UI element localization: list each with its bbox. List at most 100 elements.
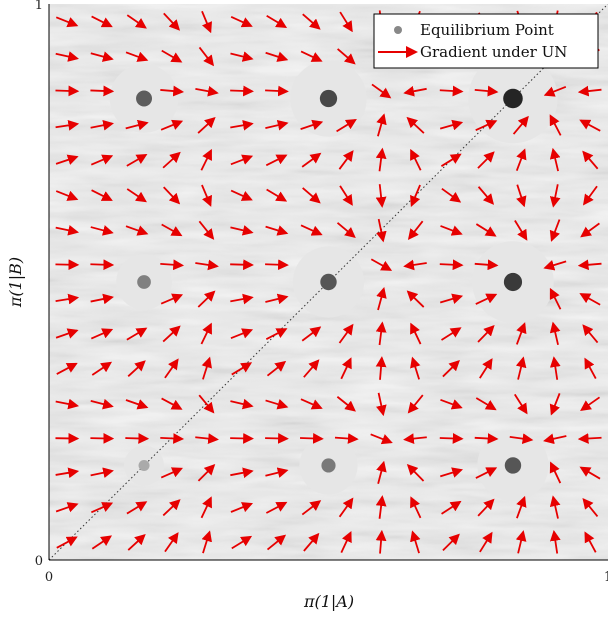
gradient-arrow — [439, 259, 464, 271]
gradient-arrow — [125, 433, 150, 444]
gradient-arrow — [582, 497, 599, 517]
gradient-arrow — [90, 293, 114, 305]
gradient-arrow — [265, 328, 288, 340]
gradient-arrow — [164, 532, 179, 553]
gradient-arrow — [126, 188, 147, 203]
gradient-arrow — [265, 501, 288, 514]
gradient-arrow — [584, 357, 597, 379]
gradient-arrow — [582, 185, 598, 206]
gradient-arrow — [475, 119, 498, 132]
gradient-arrow — [474, 433, 499, 444]
gradient-arrow — [230, 119, 254, 131]
gradient-arrow — [549, 184, 561, 208]
gradient-arrow — [55, 328, 79, 339]
y-tick-label-0: 0 — [35, 554, 43, 569]
gradient-arrow — [195, 85, 219, 97]
legend: Equilibrium Point Gradient under UN — [373, 13, 599, 69]
gradient-arrow — [126, 153, 148, 167]
gradient-arrow — [230, 189, 253, 201]
gradient-arrow — [300, 398, 323, 410]
gradient-arrow — [375, 495, 387, 519]
gradient-arrow — [160, 467, 183, 479]
gradient-arrow — [265, 399, 289, 410]
gradient-arrow — [580, 222, 600, 238]
gradient-arrow — [163, 12, 181, 31]
equilibrium-point — [503, 88, 523, 109]
gradient-arrow — [441, 500, 462, 515]
gradient-arrow — [126, 501, 148, 515]
gradient-arrow — [410, 530, 421, 554]
gradient-arrow — [410, 496, 422, 519]
gradient-arrow — [90, 259, 115, 271]
legend-equilibrium-marker — [394, 26, 402, 34]
gradient-arrow — [195, 433, 219, 444]
gradient-arrow — [55, 398, 80, 410]
gradient-arrow — [90, 154, 114, 166]
gradient-arrow — [403, 259, 427, 271]
gradient-arrow — [477, 151, 495, 169]
gradient-arrow — [375, 356, 387, 380]
gradient-arrow — [375, 184, 387, 208]
gradient-arrow — [375, 321, 387, 346]
gradient-arrow — [230, 85, 254, 97]
gradient-arrow — [516, 184, 527, 208]
gradient-arrow — [440, 153, 462, 167]
gradient-arrow — [406, 116, 425, 134]
gradient-arrow — [163, 186, 181, 205]
gradient-arrow — [543, 85, 567, 97]
gradient-arrow — [300, 224, 323, 236]
gradient-arrow — [301, 500, 322, 516]
gradient-arrow — [161, 223, 183, 237]
gradient-arrow — [549, 287, 562, 310]
gradient-arrow — [512, 115, 529, 135]
gradient-arrow — [406, 290, 425, 308]
gradient-arrow — [90, 85, 115, 97]
gradient-arrow — [91, 361, 113, 376]
gradient-arrow — [410, 184, 421, 207]
gradient-arrow — [230, 502, 254, 513]
gradient-arrow — [160, 119, 184, 131]
gradient-arrow — [477, 498, 495, 517]
gradient-arrow — [160, 433, 185, 444]
gradient-arrow — [410, 356, 421, 380]
gradient-arrow — [336, 222, 356, 239]
plot-area — [49, 4, 608, 560]
gradient-arrow — [474, 85, 499, 97]
gradient-arrow — [543, 433, 567, 445]
gradient-arrow — [55, 16, 79, 28]
equilibrium-point — [319, 89, 338, 108]
gradient-arrow — [161, 49, 183, 63]
equilibrium-point — [320, 273, 337, 291]
gradient-arrow — [198, 394, 215, 414]
gradient-arrow — [439, 85, 464, 97]
gradient-arrow — [579, 466, 601, 480]
gradient-arrow — [376, 460, 387, 484]
gradient-arrow — [265, 85, 289, 97]
gradient-arrow — [90, 328, 114, 340]
equilibrium-points — [136, 88, 523, 474]
gradient-arrow — [477, 324, 495, 343]
gradient-arrow — [479, 531, 493, 553]
gradient-arrow — [201, 356, 212, 380]
gradient-arrow — [266, 534, 287, 551]
gradient-arrow — [579, 119, 601, 132]
gradient-arrow — [162, 151, 181, 169]
gradient-arrow — [475, 467, 498, 479]
gradient-arrow — [475, 223, 497, 237]
equilibrium-point — [503, 272, 523, 292]
gradient-arrow — [439, 119, 464, 131]
gradient-arrow — [407, 220, 424, 240]
gradient-arrow — [265, 433, 289, 444]
gradient-arrow — [582, 324, 599, 344]
gradient-arrow — [543, 260, 567, 271]
gradient-arrow — [201, 10, 212, 34]
gradient-arrow — [515, 322, 527, 345]
gradient-arrow — [549, 356, 561, 380]
gradient-arrow — [201, 530, 212, 554]
gradient-arrow — [370, 433, 393, 445]
gradient-arrow — [440, 467, 464, 478]
gradient-arrow — [230, 154, 254, 166]
gradient-arrow — [410, 148, 422, 171]
gradient-arrow — [549, 219, 561, 242]
